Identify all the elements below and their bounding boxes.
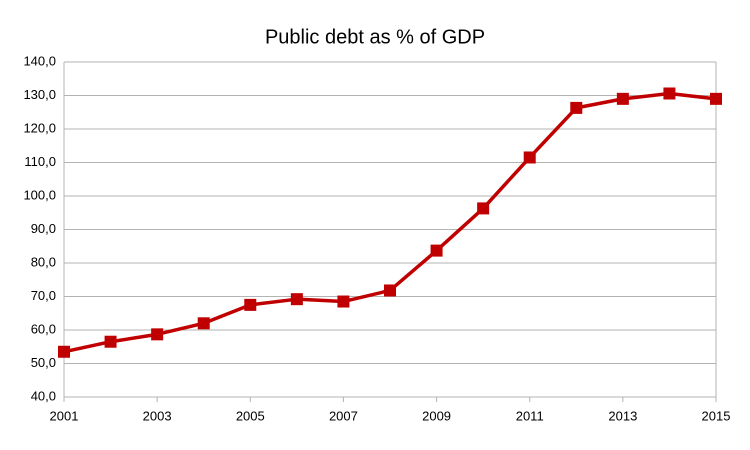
y-tick-label: 60,0 [31, 321, 56, 336]
data-point [197, 317, 210, 330]
y-tick-label: 70,0 [31, 288, 56, 303]
x-tick-label: 2009 [422, 408, 451, 423]
x-tick-label: 2013 [608, 408, 637, 423]
x-tick-label: 2011 [516, 408, 544, 423]
y-tick-label: 140,0 [23, 53, 56, 68]
data-point [570, 101, 583, 114]
data-point [663, 87, 676, 100]
data-point [151, 328, 164, 341]
data-point [477, 202, 490, 215]
data-point [337, 295, 350, 308]
x-tick-label: 2005 [236, 408, 265, 423]
chart-title: Public debt as % of GDP [265, 26, 485, 48]
x-tick-label: 2015 [702, 408, 731, 423]
y-tick-label: 100,0 [23, 187, 56, 202]
y-tick-label: 90,0 [31, 221, 56, 236]
x-tick-label: 2001 [50, 408, 79, 423]
x-tick-label: 2003 [143, 408, 172, 423]
y-tick-label: 130,0 [23, 87, 56, 102]
data-point [290, 293, 303, 306]
x-tick-label: 2007 [329, 408, 358, 423]
data-point [104, 335, 117, 348]
data-point [384, 284, 396, 297]
y-tick-label: 80,0 [31, 254, 56, 269]
y-tick-label: 50,0 [31, 355, 56, 370]
data-point [710, 92, 722, 105]
data-line [63, 91, 717, 354]
data-point [616, 92, 629, 105]
data-point [430, 244, 443, 257]
data-point [523, 151, 536, 164]
data-point [58, 345, 70, 358]
y-tick-label: 40,0 [31, 388, 56, 403]
y-tick-label: 120,0 [23, 120, 56, 135]
y-tick-label: 110,0 [24, 154, 56, 169]
data-point [244, 298, 257, 311]
